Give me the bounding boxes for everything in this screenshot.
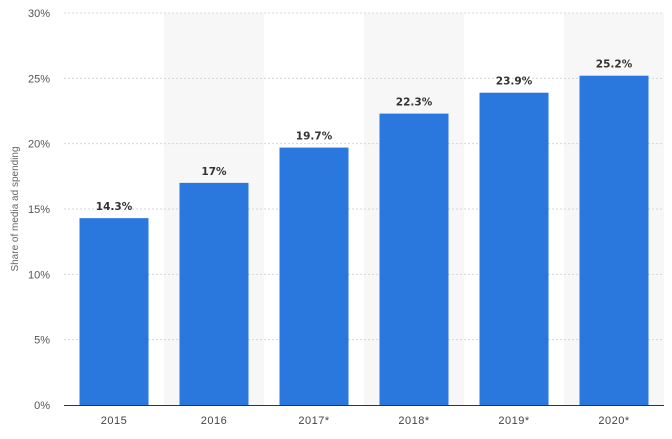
y-axis-title: Share of media ad spending [10,146,21,271]
x-tick-label: 2017* [298,415,329,427]
x-axis-ticks: 2015 2016 2017* 2018* 2019* 2020* [101,415,630,427]
y-tick-label: 0% [34,400,50,412]
bars [79,75,649,405]
y-tick-label: 10% [28,269,50,281]
gridlines [64,12,664,341]
x-tick-label: 2019* [498,415,529,427]
y-tick-label: 20% [28,139,50,151]
bar[interactable] [179,182,249,405]
bar[interactable] [79,218,149,405]
data-label: 14.3% [96,201,133,213]
x-tick-label: 2020* [598,415,629,427]
y-tick-label: 30% [28,8,50,20]
data-label: 25.2% [596,59,633,71]
data-label: 17% [201,166,227,178]
data-label: 23.9% [496,76,533,88]
y-tick-label: 15% [28,204,50,216]
y-axis-ticks: 0% 5% 10% 15% 20% 25% 30% [28,8,50,412]
bar[interactable] [579,75,649,405]
bar[interactable] [479,92,549,405]
x-tick-label: 2016 [201,415,227,427]
y-tick-label: 25% [28,73,50,85]
data-label: 19.7% [296,131,333,143]
x-tick-label: 2018* [398,415,429,427]
data-label: 22.3% [396,97,433,109]
bar[interactable] [379,113,449,405]
y-tick-label: 5% [34,335,50,347]
x-tick-label: 2015 [101,415,127,427]
bar[interactable] [279,147,349,405]
data-labels: 14.3% 17% 19.7% 22.3% 23.9% 25.2% [96,59,633,213]
